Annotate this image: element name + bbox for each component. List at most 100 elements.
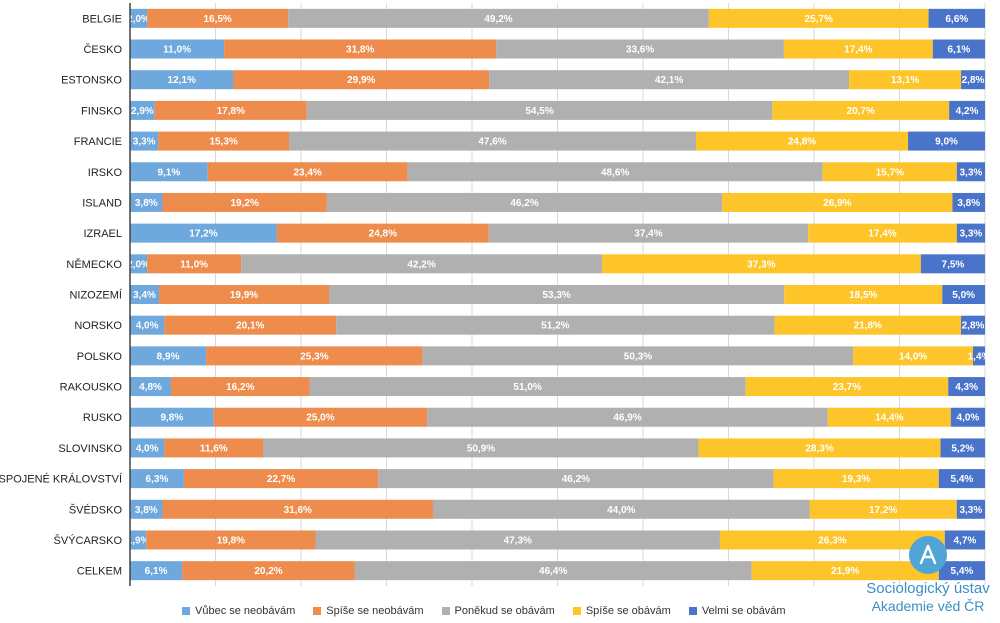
data-label: 13,1% <box>891 75 919 86</box>
data-label: 20,1% <box>236 321 264 332</box>
bar-segment <box>489 70 850 90</box>
bar-segment <box>130 499 163 519</box>
data-label: 31,8% <box>346 45 374 56</box>
data-label: 15,3% <box>209 137 237 148</box>
data-label: 7,5% <box>942 259 965 270</box>
data-label: 1,4% <box>968 351 991 362</box>
bar-segment <box>496 39 784 59</box>
institute-logo: Sociologický ústav Akademie věd ČR <box>860 536 996 620</box>
bar-segment <box>162 192 327 212</box>
data-label: 29,9% <box>347 75 375 86</box>
data-label: 19,9% <box>230 290 258 301</box>
bar-segment <box>488 223 809 243</box>
bar-segment <box>158 131 290 151</box>
bar-segment <box>130 70 234 90</box>
data-label: 11,6% <box>200 443 228 454</box>
legend-item: Vůbec se neobávám <box>182 605 295 617</box>
bar-segment <box>849 70 962 90</box>
category-label: BELGIE <box>82 13 122 25</box>
category-label: ŠVÉDSKO <box>69 503 123 516</box>
data-label: 20,2% <box>254 566 282 577</box>
bar-segment <box>956 162 985 182</box>
data-label: 54,5% <box>525 106 553 117</box>
bar-segment <box>809 499 957 519</box>
data-label: 3,3% <box>960 167 983 178</box>
bar-segment <box>130 192 163 212</box>
bar-segment <box>233 70 490 90</box>
category-label: POLSKO <box>77 351 123 363</box>
bar-segment <box>336 315 775 335</box>
data-label: 6,3% <box>146 474 169 485</box>
bar-segment <box>708 8 929 28</box>
bar-segment <box>961 70 985 90</box>
data-label: 4,0% <box>136 443 159 454</box>
bar-segment <box>263 438 699 458</box>
bar-segment <box>147 254 242 274</box>
data-label: 47,6% <box>478 137 506 148</box>
bar-segment <box>956 499 985 519</box>
logo-line1: Sociologický ústav <box>866 580 990 597</box>
logo-line2: Akademie věd ČR <box>871 598 985 614</box>
bar-segment <box>315 530 720 550</box>
bar-segment <box>289 131 697 151</box>
data-label: 50,9% <box>467 443 495 454</box>
bar-segment <box>130 162 208 182</box>
data-label: 14,4% <box>875 413 903 424</box>
category-label: ČESKO <box>83 43 122 56</box>
data-label: 46,4% <box>539 566 567 577</box>
bar-segment <box>130 377 172 397</box>
data-label: 1,9% <box>127 535 150 546</box>
data-label: 49,2% <box>484 14 512 25</box>
data-label: 17,8% <box>217 106 245 117</box>
data-label: 17,4% <box>844 45 872 56</box>
bar-segment <box>407 162 823 182</box>
data-label: 15,7% <box>876 167 904 178</box>
bar-segment <box>949 100 985 120</box>
category-label: SLOVINSKO <box>58 443 122 455</box>
bar-segment <box>952 192 985 212</box>
bar-segment <box>928 8 985 28</box>
category-label: CELKEM <box>77 566 122 578</box>
data-label: 2,8% <box>962 75 985 86</box>
bar-segment <box>130 39 225 59</box>
legend-item: Poněkud se obávám <box>441 605 555 617</box>
bar-segment <box>940 438 985 458</box>
category-label: ISLAND <box>82 197 122 209</box>
bar-segment <box>938 561 985 581</box>
bar-segment <box>130 131 159 151</box>
data-label: 48,6% <box>601 167 629 178</box>
data-label: 9,0% <box>935 137 958 148</box>
data-label: 50,3% <box>624 351 652 362</box>
institute-logo-icon <box>909 536 947 574</box>
data-label: 3,4% <box>133 290 156 301</box>
data-label: 3,3% <box>133 137 156 148</box>
bar-segment <box>827 407 951 427</box>
category-label: NORSKO <box>74 320 122 332</box>
bar-segment <box>920 254 985 274</box>
bar-segment <box>774 315 962 335</box>
bar-segment <box>164 438 264 458</box>
data-label: 11,0% <box>163 45 191 56</box>
bar-segment <box>130 285 160 304</box>
category-label: ESTONSKO <box>61 75 122 87</box>
data-label: 46,2% <box>510 198 538 209</box>
bar-segment <box>696 131 909 151</box>
bar-segment <box>722 192 953 212</box>
bar-segment <box>808 223 957 243</box>
bar-segment <box>773 469 939 489</box>
category-label: RUSKO <box>83 412 123 424</box>
data-label: 25,0% <box>306 413 334 424</box>
bar-segment <box>938 469 985 489</box>
bar-segment <box>942 285 985 304</box>
bar-segment <box>206 346 423 366</box>
bar-segment <box>130 254 148 274</box>
data-label: 5,2% <box>951 443 974 454</box>
bar-segment <box>932 39 985 59</box>
bar-segment <box>207 162 408 182</box>
bar-segment <box>432 499 810 519</box>
legend-label: Poněkud se obávám <box>454 605 555 617</box>
bar-segment <box>751 561 939 581</box>
data-label: 51,0% <box>513 382 541 393</box>
legend-swatch <box>441 607 450 615</box>
data-label: 4,7% <box>954 535 977 546</box>
